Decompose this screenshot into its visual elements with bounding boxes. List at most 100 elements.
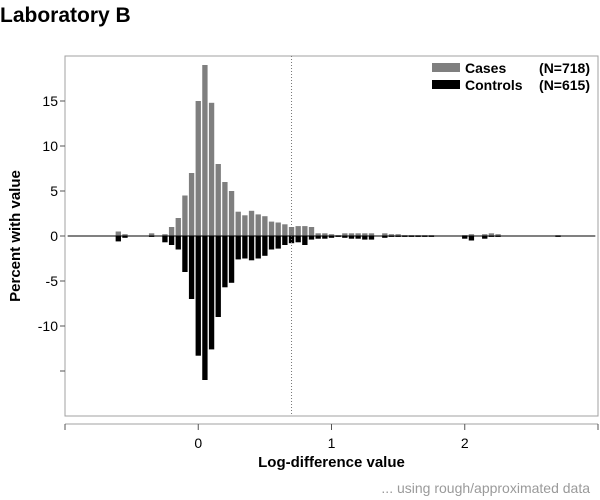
cases-bar [388, 234, 395, 236]
x-axis-label: Log-difference value [258, 454, 405, 471]
controls-bar [355, 236, 361, 239]
cases-bar [122, 234, 128, 236]
controls-bar [188, 236, 195, 299]
y-tick-label: 10 [42, 138, 58, 154]
controls-bar [235, 236, 241, 260]
cases-bar [315, 233, 321, 236]
cases-bar [275, 222, 281, 236]
cases-bar [262, 216, 268, 236]
controls-bar [462, 236, 468, 239]
y-tick-label: -5 [46, 273, 59, 289]
cases-bar [482, 234, 488, 236]
cases-bar [348, 233, 355, 236]
cases-bar [368, 233, 375, 236]
cases-bar [282, 224, 288, 236]
y-axis: 15 10 5 0 -5 -10 [38, 93, 65, 372]
controls-bar [222, 236, 228, 288]
cases-bar [115, 231, 121, 236]
legend-count: (N=615) [539, 77, 590, 93]
cases-bar [208, 102, 215, 236]
legend-label: Controls [465, 77, 523, 93]
y-tick-label: -10 [38, 318, 58, 334]
controls-bar [175, 236, 181, 250]
footnote: ... using rough/approximated data [381, 480, 590, 496]
controls-bar [242, 236, 248, 259]
cases-bar [222, 182, 228, 236]
x-axis: 0 1 2 [64, 423, 599, 451]
controls-bar [328, 236, 335, 238]
chart-title: Laboratory B [0, 4, 131, 27]
cases-bar [195, 101, 201, 236]
cases-bar [242, 215, 248, 236]
cases-bar [322, 233, 328, 236]
legend-swatch [432, 80, 460, 89]
cases-bar [235, 211, 241, 236]
controls-bar [275, 236, 281, 249]
cases-bar [328, 234, 335, 236]
y-axis-label: Percent with value [7, 170, 24, 302]
controls-bar [228, 236, 235, 283]
controls-bar [282, 236, 288, 245]
cases-bar [168, 227, 175, 236]
controls-bar [262, 236, 268, 256]
cases-bar [228, 191, 235, 236]
cases-bar [288, 227, 295, 236]
cases-bar [255, 214, 261, 236]
controls-bar [208, 236, 215, 350]
bars-layer [115, 65, 561, 380]
controls-bar [342, 236, 348, 238]
controls-bar [468, 236, 475, 241]
controls-bar [248, 236, 255, 261]
cases-bar [342, 233, 348, 236]
controls-bar [215, 236, 221, 317]
controls-bar [162, 236, 168, 243]
cases-bar [488, 233, 495, 236]
cases-bar [362, 233, 368, 236]
cases-bar [308, 227, 315, 236]
cases-bar [468, 234, 475, 236]
controls-bar [195, 236, 201, 356]
cases-bar [175, 218, 181, 236]
controls-bar [182, 236, 188, 272]
cases-bar [148, 233, 155, 236]
cases-bar [495, 234, 501, 236]
controls-bar [168, 236, 175, 245]
legend-count: (N=718) [539, 60, 590, 76]
x-tick-label: 2 [461, 435, 469, 451]
controls-bar [255, 236, 261, 259]
cases-bar [188, 173, 195, 236]
cases-bar [182, 195, 188, 236]
controls-bar [268, 236, 275, 250]
cases-bar [215, 164, 221, 236]
cases-bar [202, 65, 208, 236]
cases-bar [295, 226, 301, 236]
cases-bar [302, 226, 308, 236]
legend-label: Cases [465, 60, 506, 76]
controls-bar [295, 236, 301, 243]
controls-bar [362, 236, 368, 240]
legend-swatch [432, 63, 460, 72]
controls-bar [202, 236, 208, 380]
controls-bar [482, 236, 488, 239]
controls-bar [308, 236, 315, 240]
controls-bar [368, 236, 375, 240]
legend: Cases (N=718) Controls (N=615) [432, 60, 590, 93]
y-tick-label: 5 [50, 183, 58, 199]
cases-bar [248, 210, 255, 236]
y-tick-label: 15 [42, 93, 58, 109]
x-tick-label: 1 [328, 435, 336, 451]
y-tick-label: 0 [50, 228, 58, 244]
controls-bar [382, 236, 388, 238]
controls-bar [348, 236, 355, 239]
controls-bar [322, 236, 328, 239]
cases-bar [382, 233, 388, 236]
controls-bar [115, 236, 121, 242]
cases-bar [162, 234, 168, 236]
cases-bar [355, 233, 361, 236]
controls-bar [302, 236, 308, 245]
cases-bar [268, 221, 275, 236]
x-tick-label: 0 [194, 435, 202, 451]
controls-bar [315, 236, 321, 239]
controls-bar [122, 236, 128, 238]
